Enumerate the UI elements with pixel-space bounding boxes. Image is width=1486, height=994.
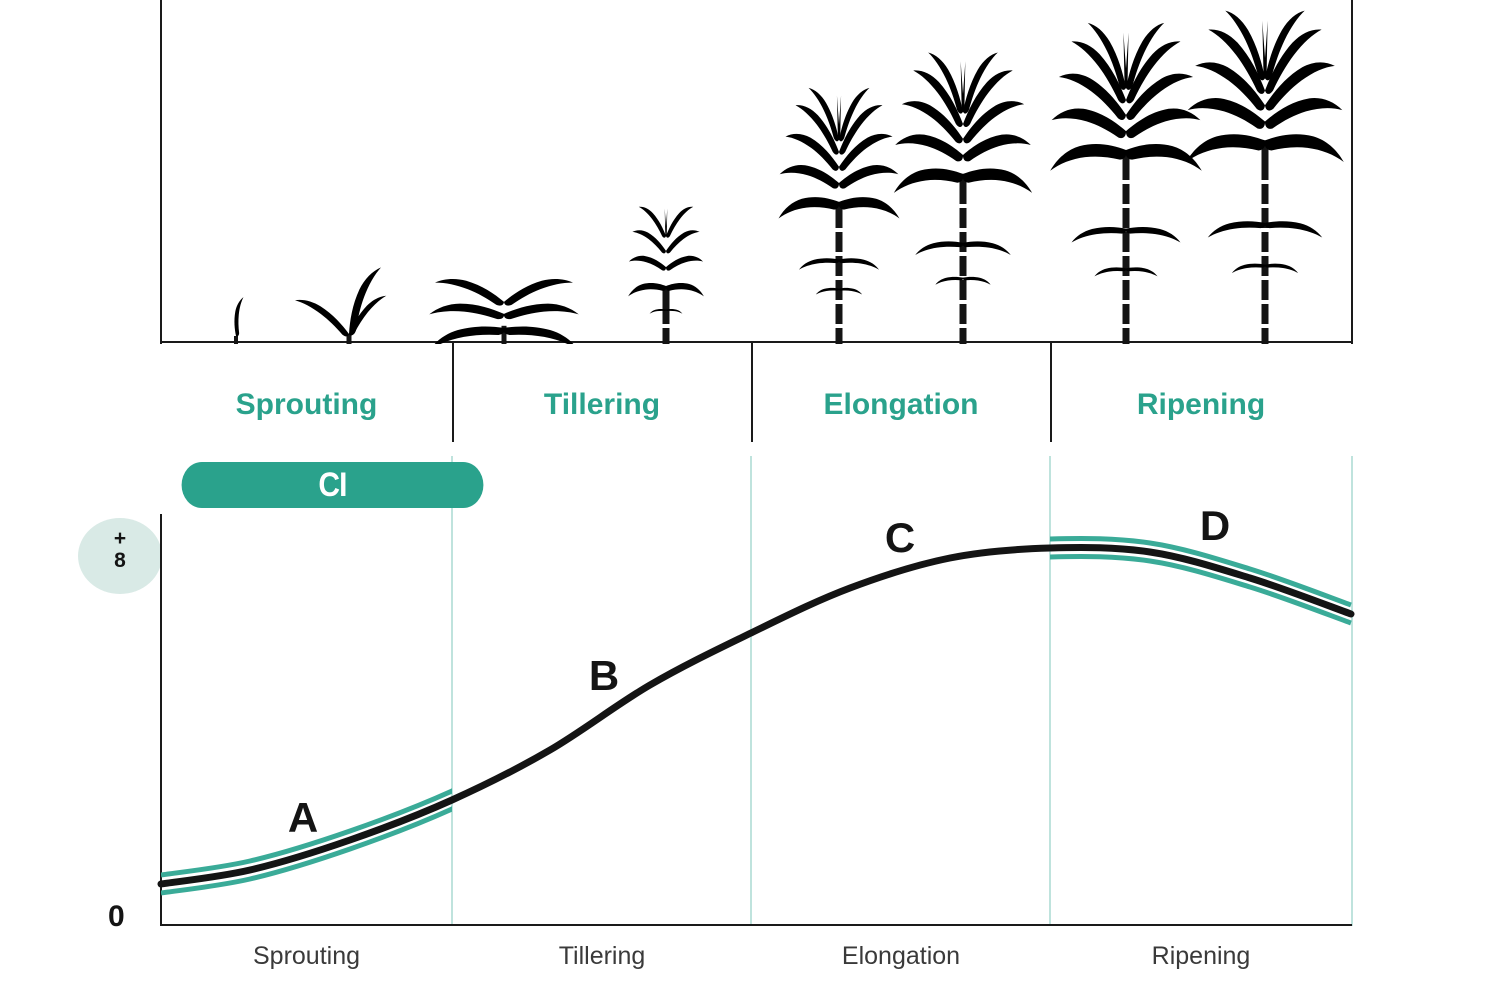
svg-text:A: A xyxy=(288,794,318,841)
svg-text:B: B xyxy=(589,652,619,699)
svg-text:C: C xyxy=(885,514,915,561)
svg-text:D: D xyxy=(1200,502,1230,549)
